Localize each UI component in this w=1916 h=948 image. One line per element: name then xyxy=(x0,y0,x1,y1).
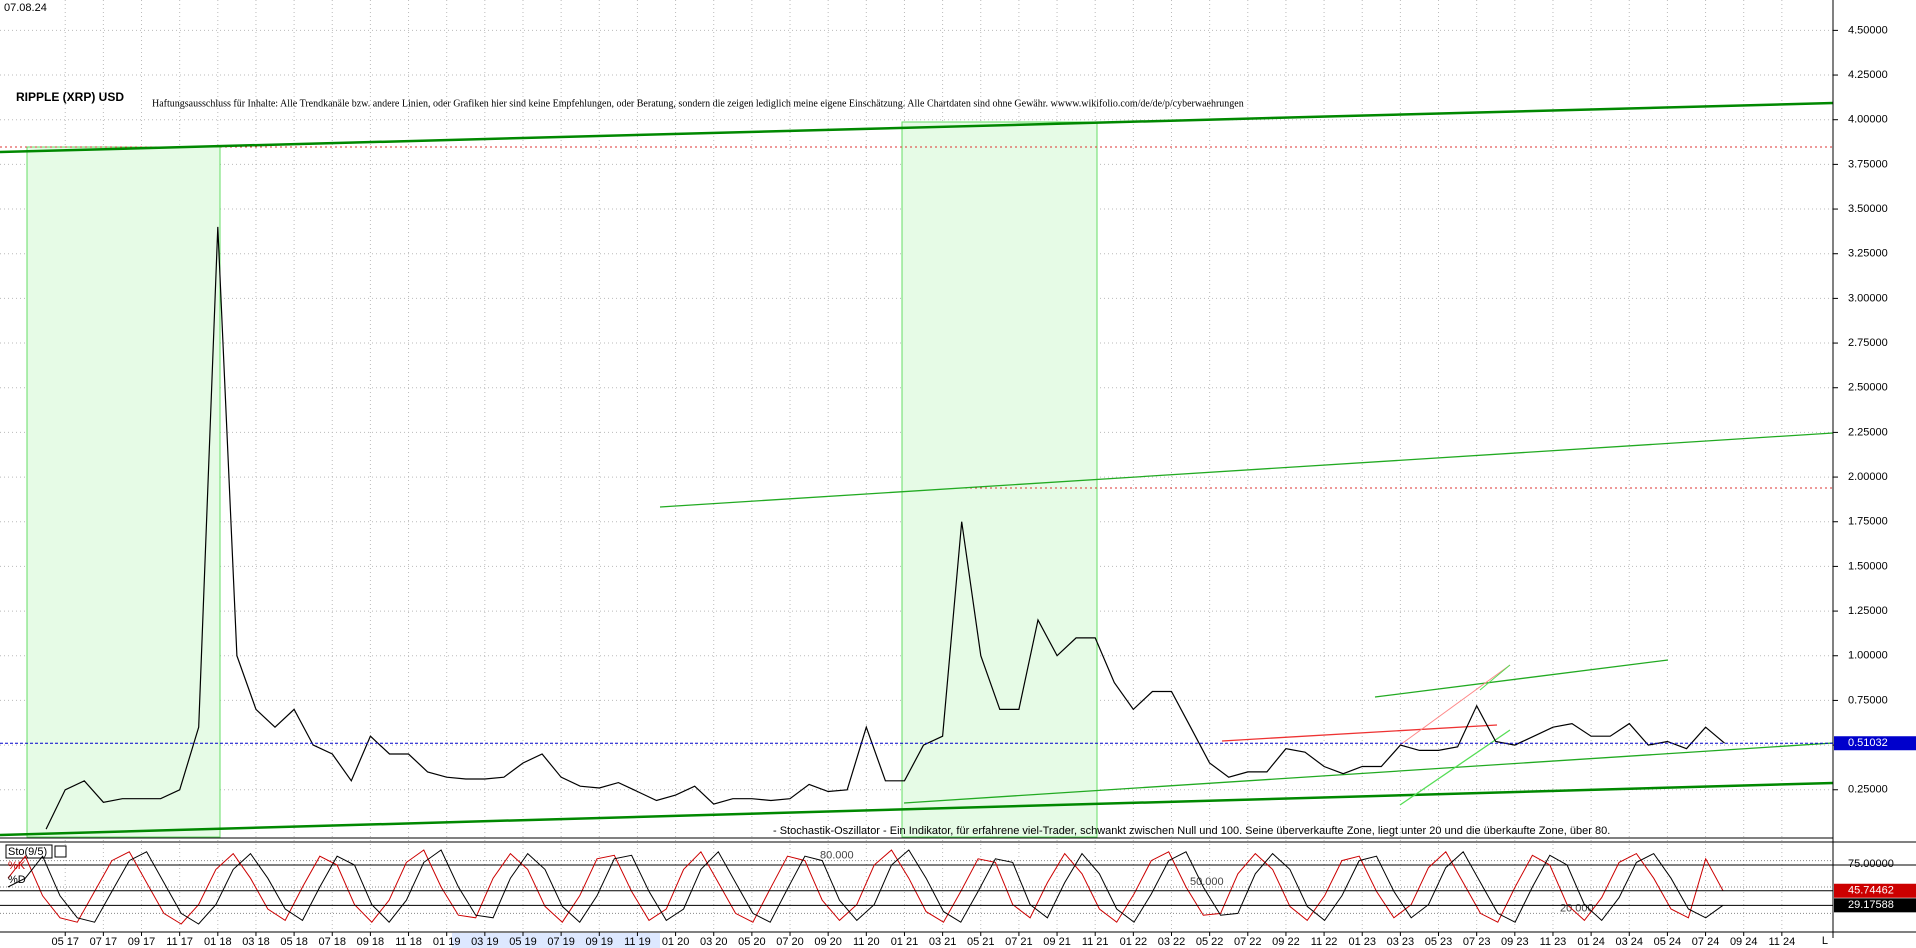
x-tick-label: 11 18 xyxy=(395,936,422,948)
oscillator-line xyxy=(7,849,1724,925)
y-tick-label: 2.75000 xyxy=(1848,337,1888,349)
x-tick-label: 11 23 xyxy=(1540,936,1567,948)
x-tick-label: 05 23 xyxy=(1425,936,1453,948)
y-tick-label: 3.75000 xyxy=(1848,158,1888,170)
highlight-zone xyxy=(901,121,1098,838)
y-tick-label: 1.75000 xyxy=(1848,516,1888,528)
expand-button[interactable] xyxy=(54,845,67,858)
trend-line xyxy=(1399,729,1511,806)
y-tick-label: 4.25000 xyxy=(1848,69,1888,81)
x-tick-label: 11 24 xyxy=(1768,936,1795,948)
trend-line xyxy=(1374,659,1669,698)
x-tick-label: 09 17 xyxy=(128,936,156,948)
x-tick-label: 03 24 xyxy=(1615,936,1643,948)
chart-title: RIPPLE (XRP) USD xyxy=(16,90,124,104)
x-tick-label: 03 20 xyxy=(700,936,728,948)
y-tick-label: 2.50000 xyxy=(1848,382,1888,394)
x-tick-label: 01 22 xyxy=(1120,936,1148,948)
highlight-zone xyxy=(26,146,221,838)
date: 07.08.24 xyxy=(4,2,47,14)
y-tick-label: 2.25000 xyxy=(1848,426,1888,438)
x-tick-label: 11 22 xyxy=(1311,936,1338,948)
y-tick-label: 4.50000 xyxy=(1848,24,1888,36)
trend-line xyxy=(0,101,1834,154)
x-tick-label: 11 21 xyxy=(1082,936,1109,948)
x-tick-label: 01 18 xyxy=(204,936,232,948)
trend-line xyxy=(0,781,1834,837)
x-tick-label: 03 22 xyxy=(1158,936,1186,948)
x-tick-label: 07 23 xyxy=(1463,936,1491,948)
x-tick-label: 07 24 xyxy=(1692,936,1720,948)
x-tick-label: 09 18 xyxy=(357,936,385,948)
x-tick-label: 05 19 xyxy=(509,936,537,948)
x-tick-label: 03 23 xyxy=(1387,936,1415,948)
y-tick-label: 1.25000 xyxy=(1848,605,1888,617)
x-tick-label: 01 23 xyxy=(1348,936,1376,948)
y-tick-label: 0.25000 xyxy=(1848,784,1888,796)
scale-label: L xyxy=(1822,935,1828,947)
y-tick-label: 4.00000 xyxy=(1848,114,1888,126)
last-price-box xyxy=(1834,736,1916,751)
x-tick-label: 05 17 xyxy=(51,936,79,948)
last-value-label: 29.17588 xyxy=(1848,899,1894,911)
x-tick-label: 01 21 xyxy=(891,936,919,948)
x-tick-label: 05 20 xyxy=(738,936,766,948)
x-tick-label: 07 20 xyxy=(776,936,804,948)
annotation: - Stochastik-Oszillator - Ein Indikator,… xyxy=(773,825,1610,837)
last-value-label: 45.74462 xyxy=(1848,885,1894,897)
legend-entry: %D xyxy=(8,874,26,886)
x-tick-label: 07 19 xyxy=(547,936,575,948)
x-tick-label: 03 18 xyxy=(242,936,270,948)
trend-line xyxy=(1399,664,1511,746)
x-tick-label: 05 21 xyxy=(967,936,995,948)
x-tick-label: 05 22 xyxy=(1196,936,1224,948)
x-tick-label: 11 19 xyxy=(624,936,651,948)
x-tick-label: 07 17 xyxy=(90,936,118,948)
x-tick-label: 09 20 xyxy=(814,936,842,948)
level-label: 80.000 xyxy=(820,850,854,862)
oscillator-line xyxy=(7,849,1724,925)
x-tick-label: 07 21 xyxy=(1005,936,1033,948)
y-tick-label: 0.75000 xyxy=(1848,694,1888,706)
y-tick-label: 1.50000 xyxy=(1848,560,1888,572)
indicator-box xyxy=(5,844,53,859)
indicator-title: Sto(9/5) xyxy=(8,846,47,858)
level-label: 50.000 xyxy=(1190,876,1224,888)
y-tick-label: 2.00000 xyxy=(1848,471,1888,483)
x-tick-label: 01 20 xyxy=(662,936,690,948)
disclaimer: Haftungsausschluss für Inhalte: Alle Tre… xyxy=(152,98,1244,109)
price-line xyxy=(45,226,1725,830)
x-tick-label: 05 18 xyxy=(280,936,308,948)
x-tick-label: 03 21 xyxy=(929,936,957,948)
x-tick-label: 01 19 xyxy=(433,936,461,948)
y-tick-label: 3.50000 xyxy=(1848,203,1888,215)
last-value-box xyxy=(1834,898,1916,913)
x-tick-label: 09 21 xyxy=(1043,936,1071,948)
x-tick-label: 11 17 xyxy=(166,936,193,948)
x-tick-label: 11 20 xyxy=(853,936,880,948)
last-price-label: 0.51032 xyxy=(1848,737,1888,749)
x-tick-label: 03 19 xyxy=(471,936,499,948)
x-tick-label: 01 24 xyxy=(1577,936,1605,948)
y-tick-label: 3.25000 xyxy=(1848,248,1888,260)
legend-entry: %K xyxy=(8,860,26,872)
x-tick-label: 09 23 xyxy=(1501,936,1529,948)
y-tick-label: 1.00000 xyxy=(1848,650,1888,662)
trend-line xyxy=(1479,664,1511,691)
axis-highlight xyxy=(452,933,660,948)
x-tick-label: 07 18 xyxy=(318,936,346,948)
x-tick-label: 09 19 xyxy=(586,936,614,948)
trend-line xyxy=(1221,724,1498,742)
x-tick-label: 07 22 xyxy=(1234,936,1262,948)
x-tick-label: 09 24 xyxy=(1730,936,1758,948)
y-tick-label: 75.00000 xyxy=(1848,858,1894,870)
trend-line xyxy=(659,432,1834,508)
trend-line xyxy=(903,742,1834,804)
last-value-box xyxy=(1834,883,1916,898)
x-tick-label: 09 22 xyxy=(1272,936,1300,948)
x-tick-label: 05 24 xyxy=(1654,936,1682,948)
y-tick-label: 3.00000 xyxy=(1848,292,1888,304)
